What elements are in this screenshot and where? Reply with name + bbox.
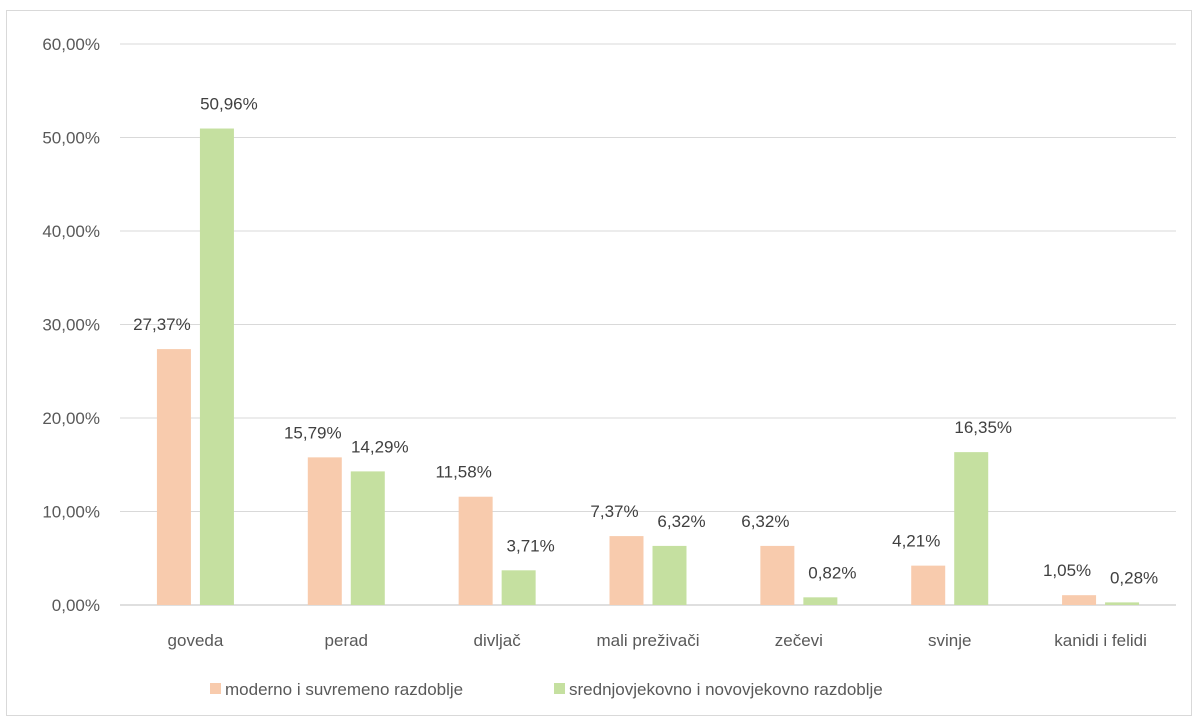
data-label: 0,82% [808,563,856,582]
bar-srednjovjekovno [954,452,989,605]
legend: moderno i suvremeno razdoblje srednjovjek… [210,680,883,699]
data-label: 15,79% [284,423,342,442]
legend-label: moderno i suvremeno razdoblje [225,680,463,699]
y-tick-label: 0,00% [52,596,100,615]
x-tick-label: goveda [168,631,224,650]
x-tick-label: svinje [928,631,971,650]
y-tick-label: 60,00% [42,35,100,54]
data-label: 0,28% [1110,568,1158,587]
data-label: 6,32% [741,512,789,531]
bar-srednjovjekovno [501,570,536,605]
bar-srednjovjekovno [1105,602,1140,605]
x-tick-label: divljač [474,631,522,650]
bars [156,128,1140,606]
bar-srednjovjekovno [350,471,385,605]
data-label: 27,37% [133,315,191,334]
data-label: 6,32% [657,512,705,531]
y-tick-label: 50,00% [42,129,100,148]
data-label: 1,05% [1043,561,1091,580]
bar-moderno [307,457,342,605]
y-tick-label: 20,00% [42,409,100,428]
data-label: 16,35% [954,418,1012,437]
x-axis-ticks: goveda perad divljač mali preživači zečevi sv… [168,631,1147,650]
bar-moderno [156,349,191,605]
legend-swatch [554,683,565,694]
y-axis-ticks: 0,00% 10,00% 20,00% 30,00% 40,00% 50,00% 60,00… [42,35,100,615]
bar-srednjovjekovno [803,597,838,605]
grid-lines [120,43,1176,606]
bar-srednjovjekovno [199,128,234,606]
legend-label: srednjovjekovno i novovjekovno razdoblje [569,680,883,699]
bar-moderno [458,496,493,605]
legend-swatch [210,683,221,694]
bar-moderno [760,545,795,605]
data-label: 7,37% [590,502,638,521]
bar-moderno [911,565,946,605]
data-label: 14,29% [351,437,409,456]
data-label: 4,21% [892,532,940,551]
y-tick-label: 10,00% [42,503,100,522]
x-tick-label: kanidi i felidi [1054,631,1147,650]
bar-moderno [1062,595,1097,605]
x-tick-label: zečevi [775,631,823,650]
y-tick-label: 40,00% [42,222,100,241]
data-label: 3,71% [507,536,555,555]
x-tick-label: mali preživači [597,631,700,650]
data-label: 11,58% [435,463,491,482]
data-label: 50,96% [200,95,258,114]
bar-moderno [609,536,644,605]
bar-srednjovjekovno [652,545,687,605]
y-tick-label: 30,00% [42,316,100,335]
x-tick-label: perad [325,631,368,650]
data-labels: 27,37% 50,96% 15,79% 14,29% 11,58% 3,71% 7,37%… [133,95,1158,588]
